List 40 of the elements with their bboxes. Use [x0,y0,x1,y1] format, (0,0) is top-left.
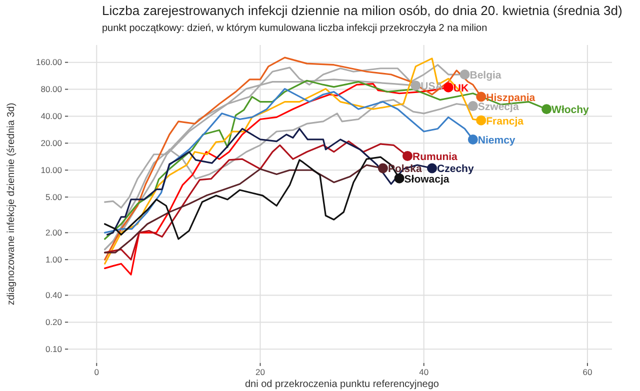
series-label: Włochy [552,104,590,116]
y-tick-label: 80.00 [40,84,62,94]
point [476,92,486,102]
point [542,104,552,114]
point [402,150,412,161]
point [427,163,438,174]
series-label: Słowacja [404,173,450,186]
x-tick-label: 60 [582,367,592,378]
y-tick-label: 0.40 [45,290,62,300]
y-tick-label: 160.00 [36,57,62,68]
x-tick-label: 40 [419,367,429,378]
y-axis-title: zdiagnozowane infekcje dziennie (średnia 3d) [6,102,17,306]
y-tick-label: 5.00 [45,192,62,202]
chart-title: Liczba zarejestrowanych infekcji dziennie na milion osób, do dnia 20. kwietnia (średnia 3d) [102,3,622,18]
point [443,82,454,92]
series-label: Czechy [437,163,474,176]
chart-subtitle: punkt początkowy: dzień, w którym kumulowana liczba infekcji przekroczyła 2 na milion [102,23,488,34]
y-tick-label: 2.00 [45,227,62,238]
y-tick-label: 0.10 [45,344,62,354]
series-label: Rumunia [412,150,458,163]
series-label: Francja [486,115,524,128]
point [394,173,404,184]
series-label: Belgia [470,70,502,82]
series-label: Hiszpania [486,92,536,104]
point [468,101,478,112]
x-tick-label: 0 [94,367,100,378]
x-axis-title: dni od przekroczenia punktu referencyjnego [244,379,440,390]
y-tick-label: 1.00 [45,254,62,264]
point [410,80,421,91]
point [476,115,486,126]
point [460,70,470,80]
y-tick-label: 40.00 [40,110,62,121]
series-label: Niemcy [478,134,516,146]
y-tick-label: 10.00 [40,164,62,175]
point [378,163,388,174]
series-label: Szwecja [478,101,519,114]
y-tick-label: 0.20 [45,316,62,327]
x-tick-label: 20 [256,367,266,378]
y-tick-label: 20.00 [40,138,62,148]
point [468,134,478,144]
